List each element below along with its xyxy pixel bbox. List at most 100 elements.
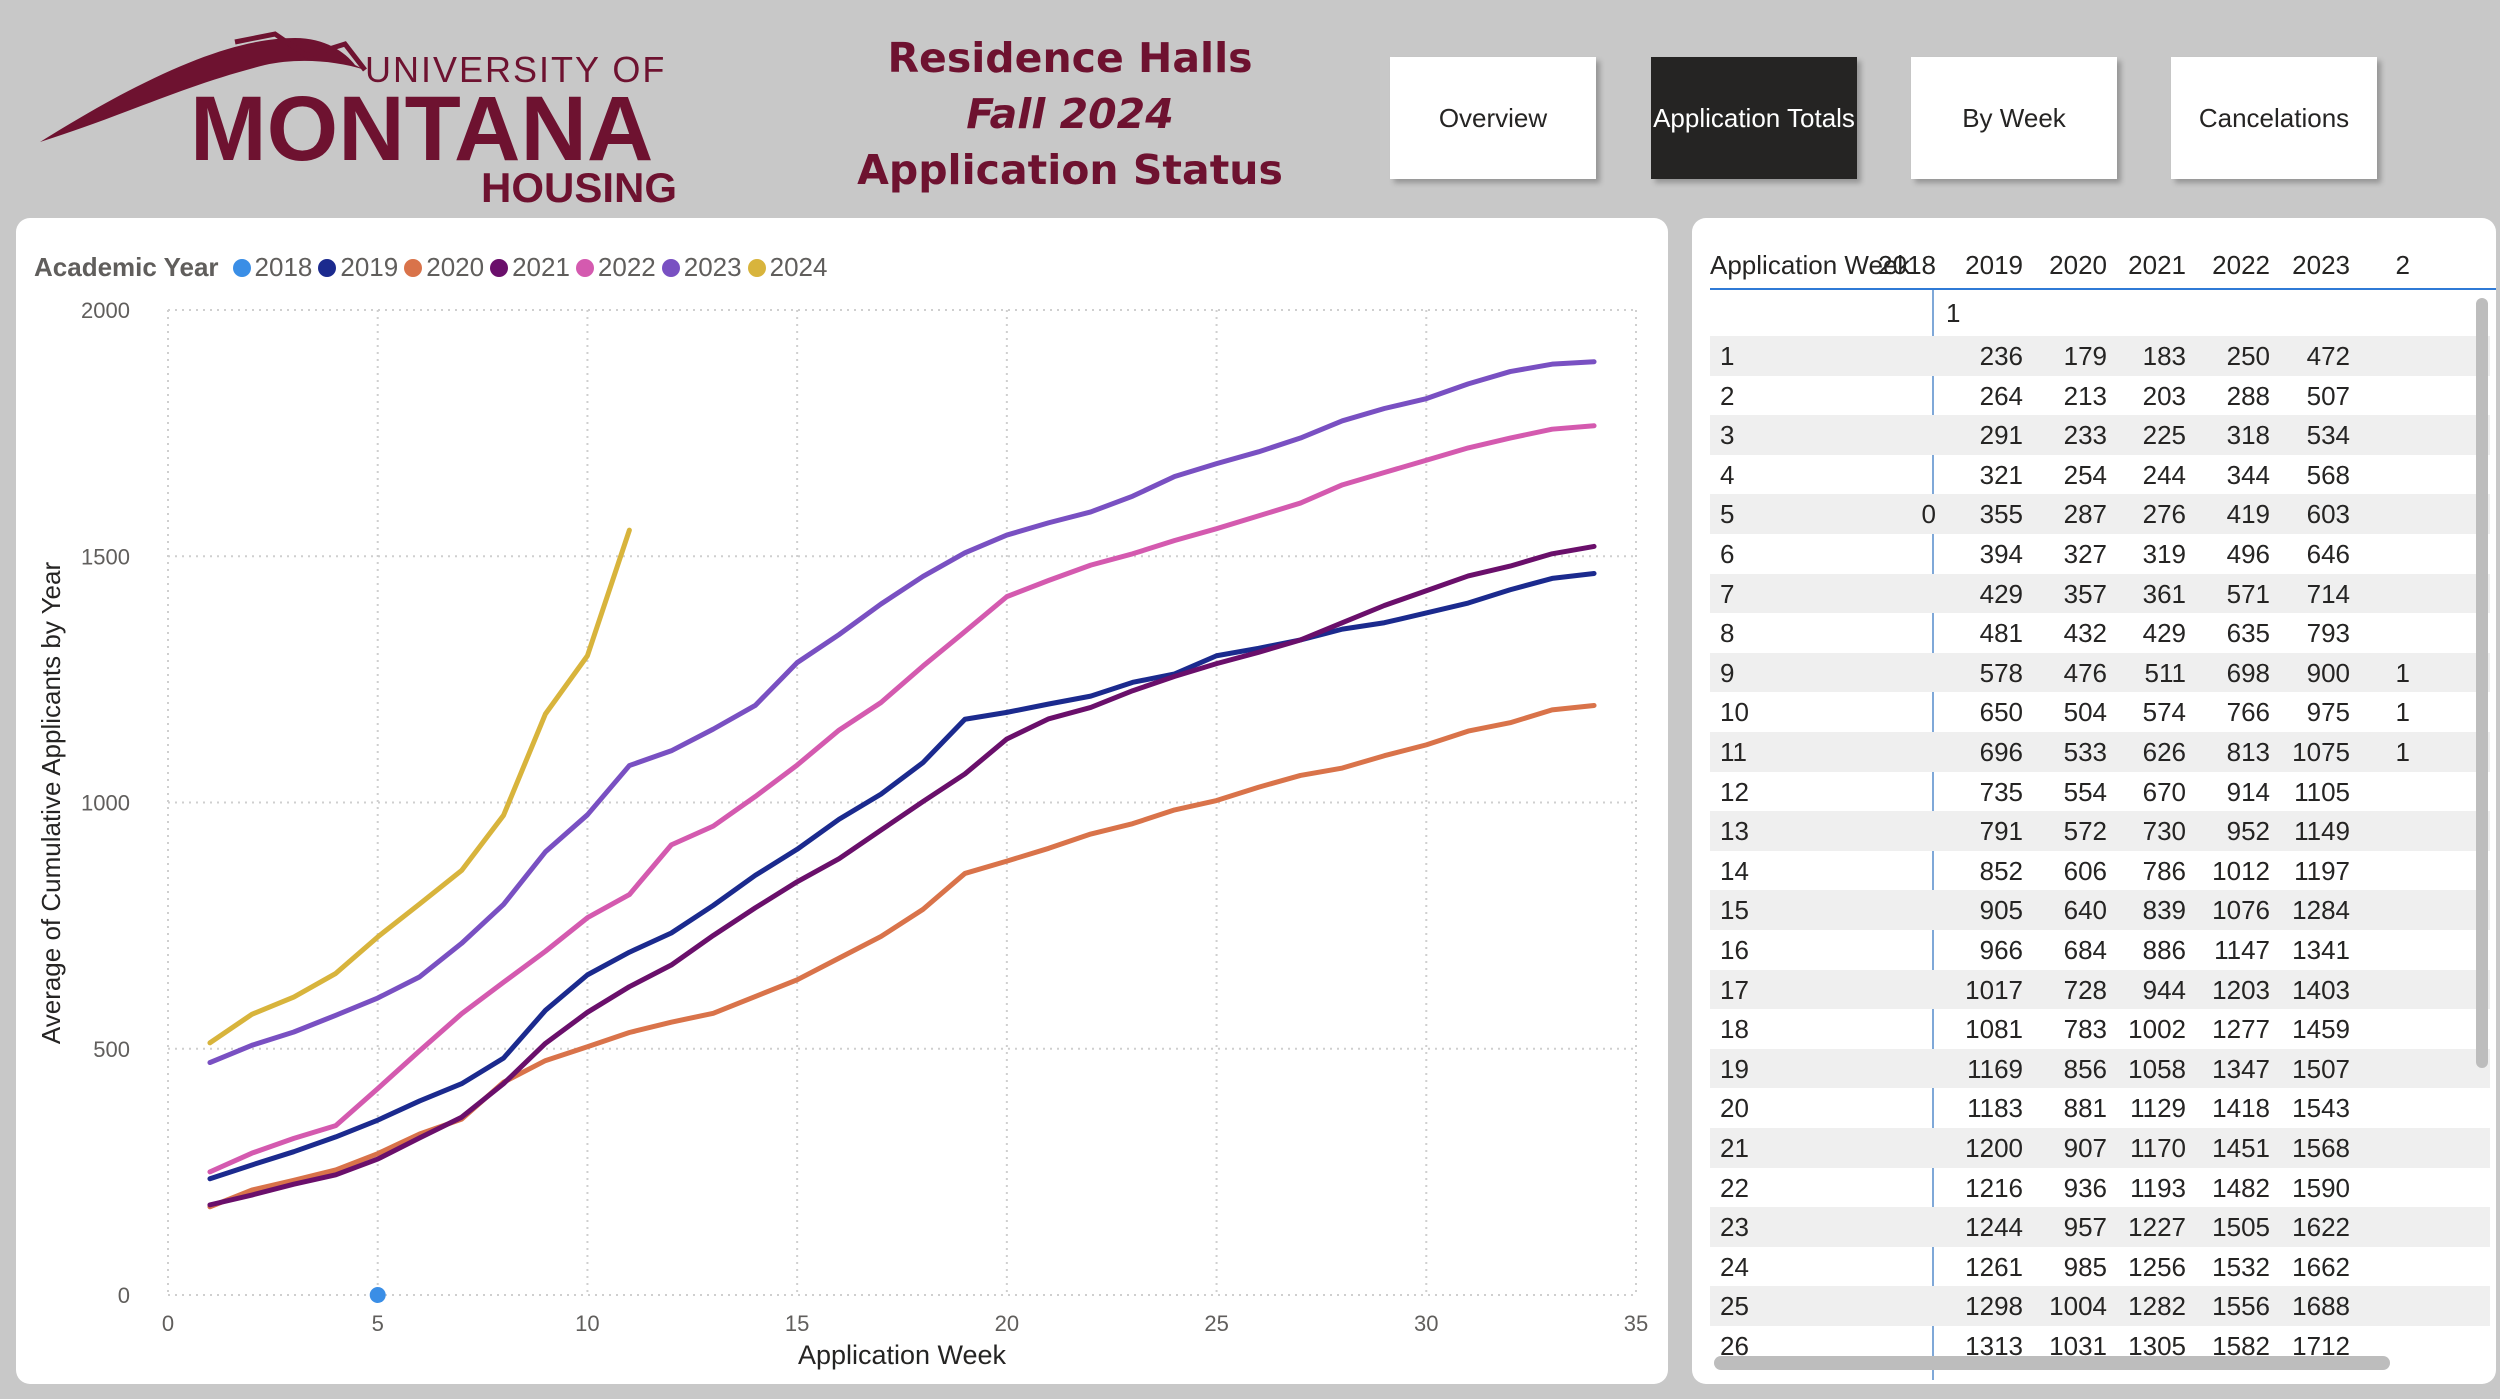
table-cell: 1149: [2294, 816, 2350, 847]
legend-item-2020[interactable]: 2020: [404, 252, 484, 283]
table-cell: 900: [2306, 657, 2350, 688]
table-cell: 1193: [2130, 1172, 2186, 1203]
series-line-2023[interactable]: [207, 359, 1597, 1066]
table-cell: 287: [2063, 499, 2107, 530]
legend-item-2019[interactable]: 2019: [318, 252, 398, 283]
table-cell: 1216: [1965, 1172, 2023, 1203]
y-tick-label: 0: [118, 1283, 130, 1308]
column-header[interactable]: 2022: [2212, 250, 2270, 280]
table-cell: 696: [1979, 737, 2023, 767]
column-header[interactable]: Application Week: [1710, 250, 1911, 280]
table-cell: 1568: [2292, 1133, 2350, 1163]
table-cell: 852: [1979, 855, 2023, 886]
table-cell: 1590: [2292, 1172, 2350, 1203]
table-cell: 571: [2226, 578, 2270, 609]
table-cell: 429: [2142, 618, 2186, 649]
table-row: 3 291 233 225 318 534: [1710, 415, 2490, 455]
legend-item-2018[interactable]: 2018: [232, 252, 312, 283]
table-cell: 511: [2144, 657, 2186, 688]
table-row: 9 578 476 511 698 900 1: [1710, 652, 2490, 693]
table-cell: 7: [1720, 578, 1735, 609]
table-row: 25 1298 1004 1282 1556 1688: [1710, 1286, 2490, 1326]
table-cell: 533: [2063, 737, 2107, 767]
table-cell: 886: [2142, 935, 2186, 965]
table-row: 24 1261 985 1256 1532 1662: [1710, 1247, 2490, 1287]
table-cell: 394: [1979, 539, 2023, 569]
table-row: 21 1200 907 1170 1451 1568: [1710, 1128, 2490, 1168]
table-cell: 0: [1921, 499, 1936, 530]
vertical-scrollbar[interactable]: [2476, 298, 2488, 1068]
x-tick-label: 0: [162, 1311, 174, 1336]
series-line-2021[interactable]: [207, 543, 1597, 1208]
table-row: 8 481 432 429 635 793: [1710, 613, 2490, 653]
table-row: 10 650 504 574 766 975 1: [1710, 692, 2490, 732]
table-cell: 791: [1979, 816, 2023, 847]
legend-dot-icon: [404, 258, 423, 277]
table-cell: 1170: [2130, 1133, 2186, 1163]
column-header[interactable]: 2: [2395, 250, 2410, 280]
column-header[interactable]: 2018: [1878, 250, 1936, 280]
table-cell: 1129: [2130, 1093, 2186, 1124]
table-cell: 578: [1979, 657, 2023, 688]
series-line-2024[interactable]: [207, 527, 632, 1046]
legend-item-2021[interactable]: 2021: [490, 252, 570, 283]
legend-label: 2022: [597, 252, 656, 282]
table-cell: 1: [1720, 341, 1735, 371]
page-title: Residence Halls Fall 2024 Application St…: [830, 30, 1310, 198]
table-cell: 1105: [2294, 776, 2350, 807]
legend-item-2023[interactable]: 2023: [661, 252, 742, 283]
table-cell: 793: [2306, 618, 2350, 649]
table-cell: 9: [1720, 657, 1735, 688]
series-line-2022[interactable]: [207, 423, 1597, 1175]
column-header[interactable]: 2023: [2292, 250, 2350, 280]
series-point-2018[interactable]: [369, 1287, 386, 1303]
overview-button[interactable]: Overview: [1390, 57, 1596, 179]
column-header[interactable]: 2021: [2128, 250, 2186, 280]
table-cell: 957: [2063, 1212, 2107, 1243]
logo-line2: MONTANA: [190, 78, 653, 180]
horizontal-scrollbar[interactable]: [1714, 1356, 2390, 1370]
legend-item-2022[interactable]: 2022: [575, 252, 656, 283]
table-cell: 1459: [2292, 1014, 2350, 1045]
table-row: 22 1216 936 1193 1482 1590: [1710, 1168, 2490, 1208]
column-header[interactable]: 2020: [2049, 250, 2107, 280]
table-cell: 236: [1979, 341, 2023, 371]
table-cell: 1298: [1965, 1291, 2023, 1322]
table-cell: 944: [2142, 974, 2186, 1005]
legend-label: 2021: [512, 252, 570, 282]
table-cell: 244: [2142, 459, 2186, 490]
table-cell: 327: [2063, 539, 2107, 569]
legend-dot-icon: [747, 258, 766, 277]
table-cell: 1169: [1967, 1053, 2023, 1084]
y-tick-label: 500: [93, 1037, 130, 1062]
table-cell: 698: [2226, 657, 2270, 688]
table-cell: 291: [1979, 420, 2023, 451]
table-cell: 23: [1720, 1212, 1749, 1243]
table-cell: 288: [2226, 380, 2270, 411]
x-axis-label: Application Week: [798, 1340, 1007, 1370]
table-cell: 344: [2226, 459, 2270, 490]
table-row: 16 966 684 886 1147 1341: [1710, 930, 2490, 970]
table-cell: 1017: [1965, 974, 2023, 1005]
table-cell: 1: [2395, 657, 2410, 688]
legend-item-2024[interactable]: 2024: [747, 252, 827, 283]
table-cell: 1418: [2212, 1093, 2270, 1124]
table-cell: 432: [2063, 618, 2107, 649]
table-cell: 20: [1720, 1093, 1749, 1124]
table-cell: 1505: [2212, 1212, 2270, 1243]
table-cell: 568: [2306, 459, 2350, 490]
table-cell: 603: [2306, 499, 2350, 530]
table-cell: 728: [2063, 974, 2107, 1005]
table-cell: 1347: [2212, 1053, 2270, 1084]
series-line-2019[interactable]: [207, 570, 1597, 1182]
column-header[interactable]: 2019: [1965, 250, 2023, 280]
table-cell: 670: [2142, 776, 2186, 807]
cancelations-button[interactable]: Cancelations: [2171, 57, 2377, 179]
table-row: 1 236 179 183 250 472: [1710, 336, 2490, 376]
table-cell: 1: [2395, 737, 2410, 767]
table-cell: 18: [1720, 1014, 1749, 1045]
table-cell: 1532: [2212, 1251, 2270, 1282]
table-cell: 1482: [2212, 1172, 2270, 1203]
application-totals-button[interactable]: Application Totals: [1651, 57, 1857, 179]
by-week-button[interactable]: By Week: [1911, 57, 2117, 179]
